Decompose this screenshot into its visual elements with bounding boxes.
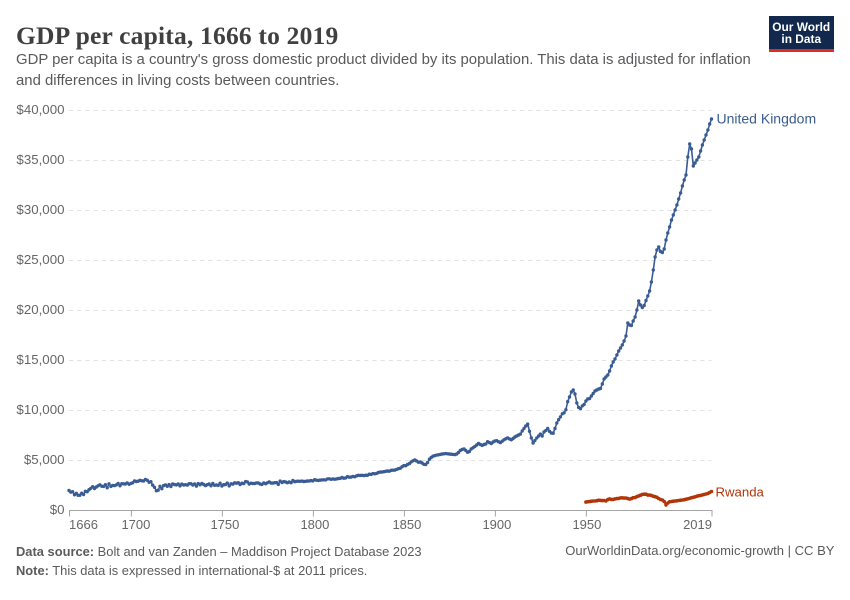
svg-text:$20,000: $20,000 (16, 302, 64, 317)
svg-text:2019: 2019 (683, 517, 712, 532)
svg-text:$5,000: $5,000 (24, 452, 65, 467)
svg-text:$35,000: $35,000 (16, 152, 64, 167)
svg-text:$25,000: $25,000 (16, 252, 64, 267)
svg-text:1800: 1800 (300, 517, 329, 532)
svg-text:Rwanda: Rwanda (716, 485, 765, 500)
svg-text:$10,000: $10,000 (16, 402, 64, 417)
svg-text:$0: $0 (50, 502, 65, 517)
svg-text:United Kingdom: United Kingdom (717, 111, 817, 127)
svg-text:1850: 1850 (392, 517, 421, 532)
svg-text:1666: 1666 (69, 517, 98, 532)
svg-text:$40,000: $40,000 (16, 102, 64, 117)
svg-text:1950: 1950 (572, 517, 601, 532)
svg-text:$15,000: $15,000 (16, 352, 64, 367)
svg-text:1750: 1750 (210, 517, 239, 532)
svg-text:1900: 1900 (482, 517, 511, 532)
svg-text:$30,000: $30,000 (16, 202, 64, 217)
svg-text:1700: 1700 (121, 517, 150, 532)
